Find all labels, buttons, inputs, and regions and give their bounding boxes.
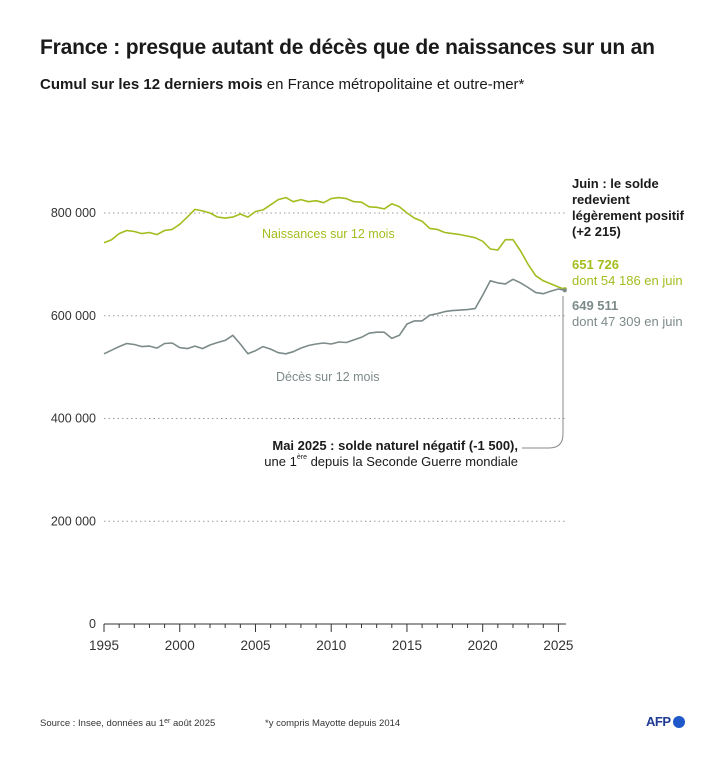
footnote: *y compris Mayotte depuis 2014 [265,718,401,729]
annotation-naissances: 651 726 dont 54 186 en juin [572,257,683,289]
x-tick-label: 2015 [392,638,422,653]
x-tick-label: 2020 [468,638,498,653]
axis-layer: 0 200 000 400 000 600 000 800 000 1995 2000 200… [51,206,574,653]
naissances-value: 651 726 [572,257,619,272]
y-tick-label: 600 000 [51,309,96,323]
label-layer: Naissances sur 12 mois Décès sur 12 mois [262,227,395,384]
mai-2025-leader-line [522,296,564,449]
naissances-line [103,196,566,290]
deces-detail: dont 47 309 en juin [572,314,683,329]
y-tick-label: 200 000 [51,514,96,528]
y-tick-label: 800 000 [51,206,96,220]
chart-subtitle: Cumul sur les 12 derniers mois en France… [40,76,524,93]
subtitle-bold: Cumul sur les 12 derniers mois [40,76,263,93]
y-tick-label: 0 [89,617,96,631]
mai-line2-pre: une 1 [264,454,297,469]
source-pre: Source : Insee, données au 1 [40,718,165,729]
afp-logo-text: AFP [646,714,671,729]
source-note: Source : Insee, données au 1er août 2025 [40,718,215,729]
chart-title: France : presque autant de décès que de … [40,36,655,59]
annotation-deces: 649 511 dont 47 309 en juin [572,298,683,330]
deces-value: 649 511 [572,298,619,313]
mai-bold: Mai 2025 : solde naturel négatif (-1 500… [272,438,518,453]
deces-series-label: Décès sur 12 mois [276,370,380,384]
naissances-series-label: Naissances sur 12 mois [262,227,395,241]
annotation-mai-2025: Mai 2025 : solde naturel négatif (-1 500… [260,438,518,470]
mai-line2-sup: ère [296,454,307,461]
x-tick-label: 2010 [316,638,346,653]
x-tick-label: 2005 [240,638,270,653]
source-post: août 2025 [170,718,216,729]
annotation-juin: Juin : le solde redevient légèrement pos… [572,176,692,240]
deces-line [103,278,565,355]
series-layer [103,196,567,355]
subtitle-rest: en France métropolitaine et outre-mer* [262,76,525,93]
naissances-detail: dont 54 186 en juin [572,273,683,288]
y-tick-label: 400 000 [51,412,96,426]
annotation-juin-text: Juin : le solde redevient légèrement pos… [572,176,684,239]
source-sup: er [164,718,171,725]
grid-layer [104,212,566,522]
deces-line-endpoint [562,288,567,293]
afp-logo-dot-icon [672,715,685,728]
x-tick-label: 2025 [543,638,573,653]
mai-line2-post: depuis la Seconde Guerre mondiale [306,454,518,469]
x-tick-label: 1995 [89,638,119,653]
x-tick-label: 2000 [165,638,195,653]
afp-logo: AFP [646,714,685,729]
